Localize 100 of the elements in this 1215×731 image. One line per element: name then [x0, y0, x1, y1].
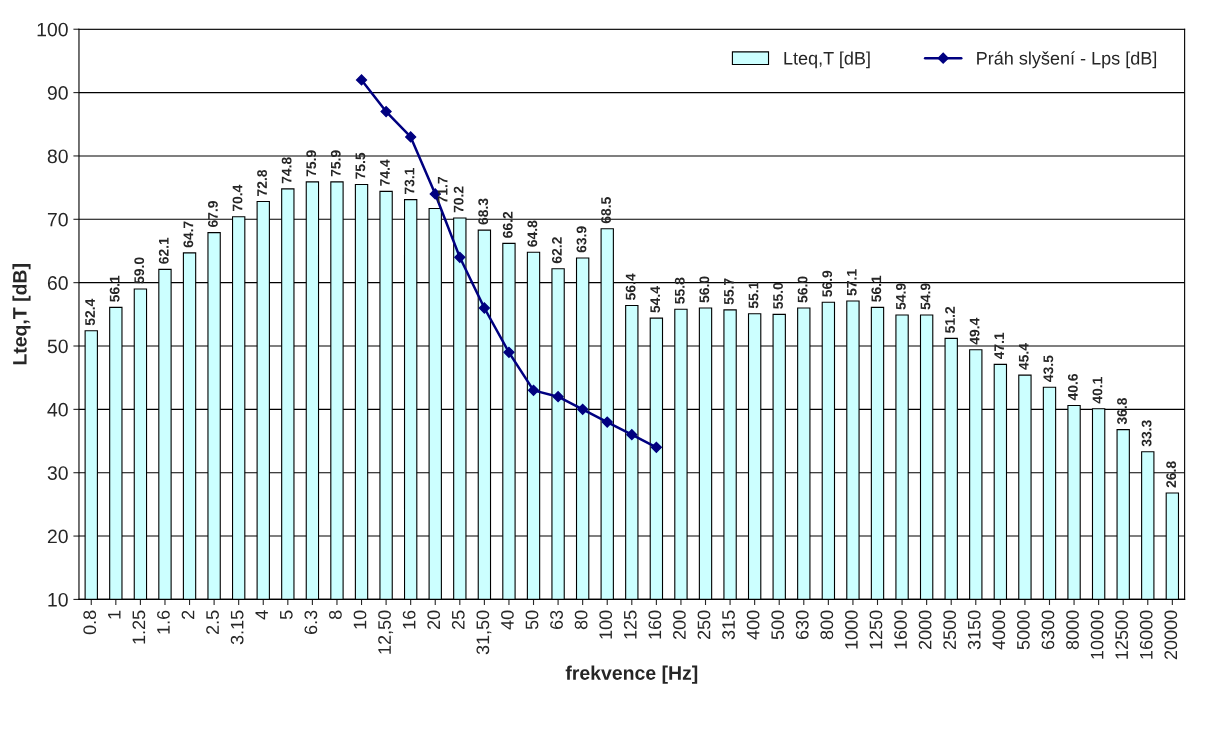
data-label: 55.7: [724, 278, 734, 305]
data-label: 64.8: [527, 220, 538, 247]
data-label: 64.7: [183, 221, 194, 248]
x-tick-label: 0.8: [83, 610, 97, 635]
x-tick-label: 3150: [967, 610, 981, 650]
data-label: 75.9: [330, 150, 341, 177]
data-label: 56.0: [699, 276, 710, 303]
point: [650, 441, 662, 453]
y-tick-label: 100: [37, 22, 68, 37]
data-label: 52.4: [85, 298, 95, 326]
y-tick-label: 80: [47, 149, 68, 164]
data-label: 67.9: [208, 201, 218, 228]
x-axis-title: frekvence [Hz]: [565, 665, 698, 684]
x-tick-label: 50: [525, 610, 539, 630]
data-label: 36.8: [1117, 397, 1127, 425]
data-label: 59.0: [134, 257, 145, 284]
data-label: 56.1: [109, 275, 120, 302]
x-tick-label: 1.25: [132, 610, 146, 644]
point: [601, 416, 613, 428]
data-label: 55.1: [748, 281, 759, 309]
data-label: 74.4: [380, 159, 390, 186]
legend-label: Lteq,T [dB]: [784, 51, 870, 69]
data-label: 57.1: [846, 269, 857, 296]
point: [527, 384, 540, 396]
data-label: 68.5: [601, 197, 611, 224]
x-tick-label: 16000: [1139, 610, 1153, 659]
x-tick-label: 2: [181, 610, 195, 619]
x-tick-label: 400: [746, 610, 760, 640]
y-tick-label: 40: [47, 402, 68, 417]
x-tick-label: 315: [722, 610, 735, 640]
x-tick-label: 630: [795, 610, 809, 640]
y-tick-label: 20: [47, 529, 68, 544]
x-tick-label: 250: [697, 610, 711, 640]
x-tick-label: 6.3: [304, 610, 318, 635]
data-label: 72.8: [257, 169, 267, 196]
x-tick-label: 10000: [1090, 610, 1104, 659]
x-tick-label: 10: [353, 610, 367, 629]
x-tick-label: 63: [550, 610, 563, 629]
data-label: 43.5: [1043, 355, 1054, 382]
data-label: 70.4: [232, 184, 243, 212]
data-label: 63.9: [576, 226, 587, 253]
data-label: 62.1: [158, 237, 169, 264]
point: [405, 131, 417, 143]
x-tick-label: 1000: [844, 610, 858, 649]
x-tick-label: 1.6: [157, 610, 170, 634]
point: [380, 105, 392, 118]
x-tick-label: 40: [501, 610, 514, 630]
point: [478, 302, 490, 314]
x-tick-label: 25: [451, 610, 465, 630]
data-label: 56.4: [625, 273, 636, 300]
data-label: 56.1: [871, 275, 882, 302]
data-label: 74.8: [281, 157, 292, 184]
data-label: 71.7: [437, 177, 448, 203]
data-label: 66.2: [502, 211, 513, 238]
x-tick-label: 100: [599, 610, 613, 639]
x-tick-label: 800: [820, 610, 834, 640]
x-tick-label: 2000: [918, 610, 932, 650]
x-tick-label: 1600: [894, 610, 907, 649]
data-label: 54.9: [895, 283, 906, 310]
data-label: 73.1: [404, 167, 415, 194]
data-label: 75.9: [306, 150, 317, 177]
x-tick-label: 12500: [1115, 610, 1129, 659]
data-label: 33.3: [1141, 420, 1152, 447]
point: [454, 251, 466, 263]
data-label: 68.3: [478, 198, 489, 225]
data-label: 56.0: [797, 276, 808, 303]
x-tick-label: 20: [427, 610, 441, 630]
point: [577, 403, 589, 415]
x-tick-label: 20000: [1164, 610, 1178, 660]
x-tick-label: 8: [329, 610, 342, 620]
x-tick-label: 6300: [1041, 610, 1055, 650]
x-tick-label: 80: [574, 610, 588, 630]
data-label: 55.0: [773, 282, 783, 309]
y-tick-label: 10: [48, 592, 68, 607]
x-tick-label: 16: [402, 610, 416, 629]
data-label: 55.8: [674, 277, 685, 304]
data-label: 54.4: [650, 286, 661, 313]
x-tick-label: 1: [108, 610, 121, 619]
y-axis-title: Lteq,T [dB]: [12, 264, 31, 365]
x-tick-label: 5000: [1016, 610, 1030, 650]
x-tick-label: 200: [673, 610, 686, 640]
data-label: 75.5: [355, 152, 366, 179]
x-tick-label: 5: [280, 610, 293, 620]
data-label: 47.1: [994, 332, 1004, 360]
data-label: 45.4: [1018, 343, 1029, 370]
y-tick-label: 70: [47, 212, 68, 227]
x-tick-label: 4000: [992, 610, 1006, 650]
data-label: 26.8: [1166, 461, 1177, 488]
x-tick-label: 125: [623, 610, 637, 639]
data-label: 62.2: [551, 237, 562, 264]
point: [355, 74, 368, 86]
y-tick-label: 50: [47, 339, 68, 354]
data-label: 70.2: [453, 186, 464, 213]
x-tick-label: 1250: [869, 610, 883, 649]
y-tick-label: 60: [47, 276, 68, 290]
x-tick-label: 2.5: [206, 610, 219, 635]
x-tick-label: 31,50: [476, 610, 492, 655]
legend-label: Práh slyšení - Lps [dB]: [977, 51, 1157, 69]
x-tick-label: 500: [771, 610, 785, 640]
data-label: 54.9: [920, 283, 931, 310]
